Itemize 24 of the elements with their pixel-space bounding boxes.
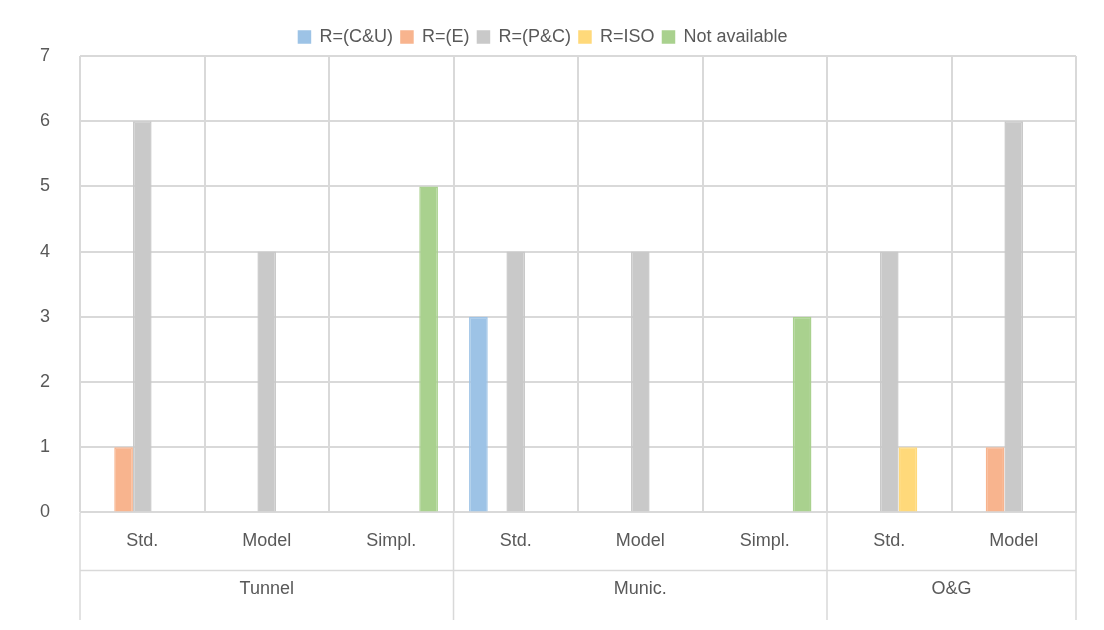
text: O&G [931,578,972,599]
legend-label: R=ISO [599,25,655,46]
y-tick-label: 3 [40,305,51,326]
text: Tunnel [239,578,294,599]
legend-label: R=(C&U) [319,25,393,46]
y-tick-label: 4 [40,240,51,261]
x-tick-label: Model [989,530,1039,551]
x-tick-label: Std. [126,530,159,551]
x-tick-label: Model [615,530,665,551]
x-tick-label: Simpl. [366,530,417,551]
legend-label: R=(P&C) [498,25,571,46]
y-tick-label: 7 [40,44,51,65]
text: Munic. [613,578,667,599]
x-tick-label: Std. [499,530,532,551]
y-tick-label: 2 [40,370,51,391]
legend-label: R=(E) [421,25,470,46]
y-tick-label: 0 [40,501,51,522]
x-tick-label: Model [242,530,292,551]
x-tick-label: Simpl. [739,530,790,551]
y-tick-label: 6 [40,110,51,131]
x-tick-label: Std. [873,530,906,551]
y-tick-label: 1 [40,436,51,457]
legend-label: Not available [683,25,788,46]
y-tick-label: 5 [40,175,51,196]
